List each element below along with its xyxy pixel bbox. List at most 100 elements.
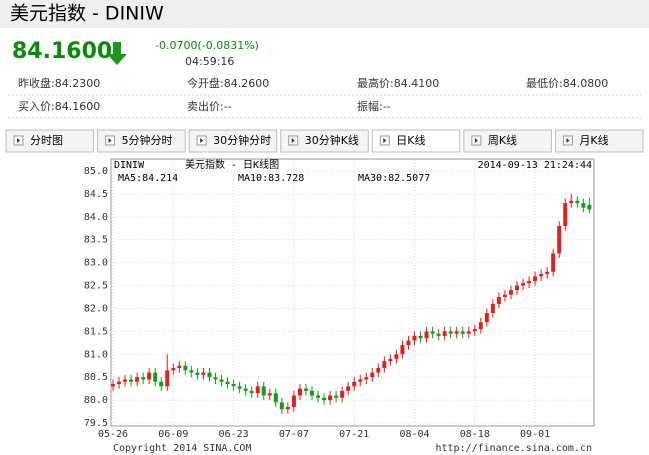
x-tick-label: 07-07 [279,429,309,440]
tab-label[interactable]: 30分钟K线 [305,133,359,147]
candle-body [490,303,495,314]
x-tick-label: 09-01 [520,429,550,440]
candle-body [309,390,314,396]
tab[interactable] [188,129,278,153]
y-tick-label: 84.5 [84,189,108,200]
candle-body [165,370,170,387]
tab[interactable] [463,129,552,153]
candle-body [515,285,520,291]
candle-body [207,372,212,378]
candle-body [285,406,290,410]
tab-label[interactable]: 周K线 [488,133,517,147]
candle-body [322,397,327,401]
candle-body [171,368,176,371]
candle-body [545,271,550,275]
tab[interactable] [280,129,369,153]
x-tick-label: 07-21 [339,429,369,440]
candle-body [111,384,115,387]
candle-body [177,365,182,369]
y-tick-label: 84.0 [84,212,108,223]
candle-body [213,377,218,380]
candle-body [430,331,435,334]
y-tick-label: 81.5 [84,326,108,337]
y-tick-label: 80.5 [84,372,108,383]
tab-label[interactable]: 5分钟分时 [122,133,173,147]
quote-time: 04:59:16 [185,55,234,68]
candle-body [472,329,477,332]
candle-body [575,200,580,204]
page-title: 美元指数 - DINIW [10,3,164,25]
chart-timestamp: 2014-09-13 21:24:44 [478,160,592,171]
candle-body [364,377,369,380]
tab[interactable] [554,129,644,153]
candle-body [273,393,278,403]
tab[interactable] [97,129,186,153]
candle-body [279,402,284,410]
tab-label[interactable]: 日K线 [396,133,425,147]
stat: 昨收盘:84.2300 [18,76,100,90]
candle-body [587,204,592,210]
candle-body [539,274,544,277]
candle-body [508,290,513,295]
candle-body [454,331,459,334]
tab-icon-arrow [17,138,20,143]
x-tick-label: 06-09 [158,429,188,440]
y-tick-label: 79.5 [84,418,108,429]
candle-body [189,370,194,373]
candle-body [237,386,242,389]
candle-body [527,280,532,284]
candle-body [291,395,296,407]
tab[interactable] [5,129,95,153]
candle-body [195,372,200,375]
candle-body [412,335,417,341]
candle-body [418,335,423,339]
candle-body [267,393,272,396]
candle-body [129,379,134,382]
y-tick-label: 81.0 [84,349,108,360]
candle-body [563,203,568,226]
y-tick-label: 80.0 [84,395,108,406]
candle-body [117,381,122,385]
candle-body [316,395,321,398]
x-tick-label: 08-04 [399,429,429,440]
candle-body [551,253,556,272]
candle-body [183,365,188,371]
candle-body [159,381,164,387]
candle-body [255,386,260,394]
candle-body [406,340,411,346]
candle-body [569,200,574,204]
candle-body [261,386,266,396]
stat: 振幅:-- [357,99,391,113]
tab-label[interactable]: 月K线 [579,133,608,147]
y-tick-label: 82.0 [84,303,108,314]
chart-symbol: DINIW [114,160,145,171]
tab-label[interactable]: 分时图 [30,134,63,147]
candle-body [141,377,146,380]
candle-body [225,381,230,385]
candle-body [466,331,471,334]
candle-body [376,368,381,373]
tab-label[interactable]: 30分钟分时 [213,133,271,147]
candle-body [382,361,387,369]
chart-title: 美元指数 - 日K线图 [185,158,279,171]
candle-body [436,333,441,336]
y-tick-label: 85.0 [84,166,108,177]
tab-icon-arrow [383,138,387,143]
candle-body [533,276,538,281]
candle-body [328,395,333,401]
candle-body [394,354,399,359]
candle-body [334,395,339,398]
tab[interactable] [371,129,461,153]
y-tick-label: 82.5 [84,281,108,292]
candle-body [400,345,405,355]
stat: 最高价:84.4100 [357,76,439,90]
candle-body [231,384,236,387]
candle-body [303,388,308,391]
ma-label: MA10:83.728 [238,173,304,184]
candle-body [581,203,586,208]
candle-body [370,372,375,378]
title-bar [0,0,649,28]
candle-body [448,331,453,334]
candle-body [557,225,562,254]
